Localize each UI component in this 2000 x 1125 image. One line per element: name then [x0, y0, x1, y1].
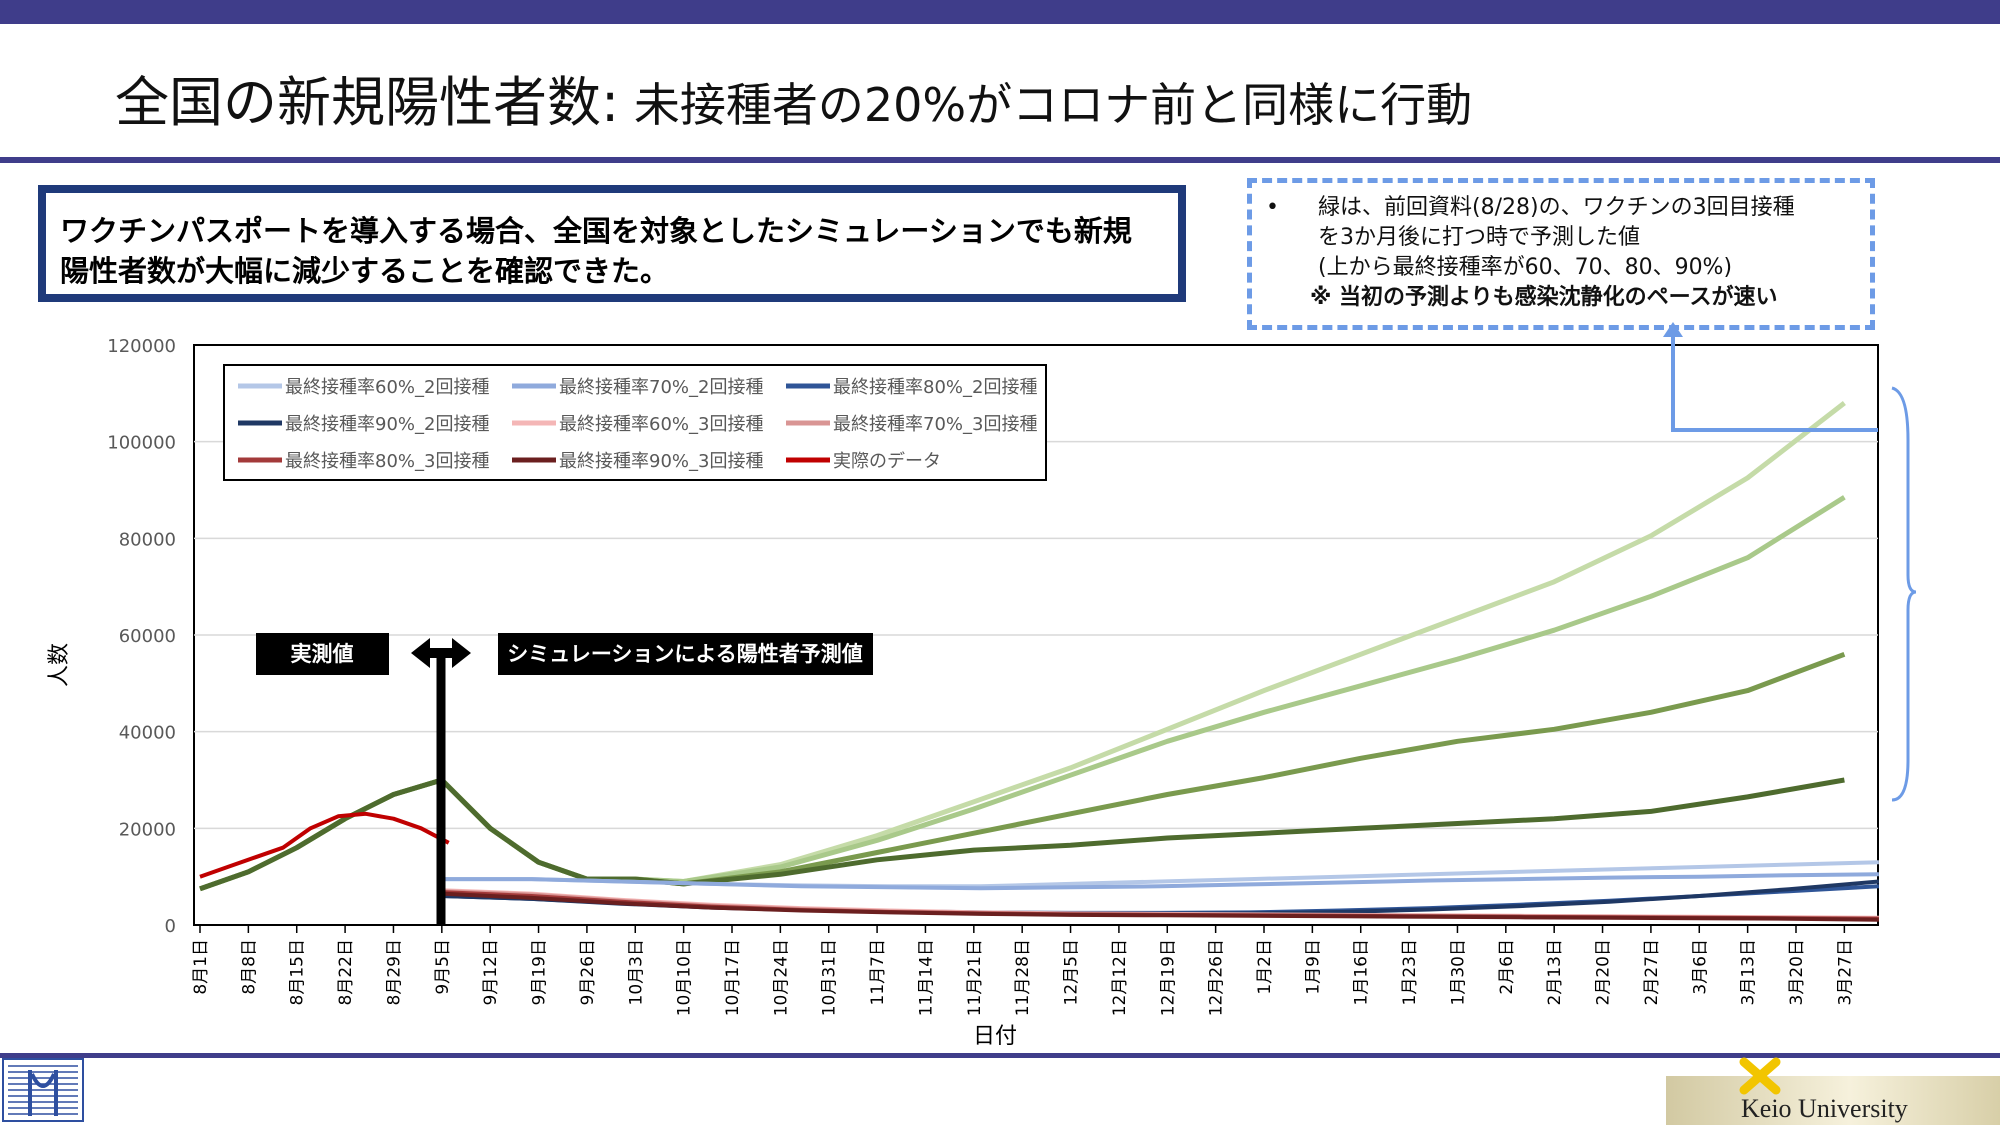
- x-tick-label: 9月5日: [433, 939, 453, 995]
- x-tick-label: 1月23日: [1400, 939, 1420, 1005]
- brace-icon: [1891, 386, 1917, 802]
- x-tick-label: 11月7日: [868, 939, 888, 1005]
- x-tick-label: 2月6日: [1497, 939, 1517, 995]
- y-tick-label: 20000: [119, 819, 176, 840]
- x-tick-label: 10月24日: [771, 939, 791, 1016]
- legend-label: 最終接種率80%_2回接種: [833, 377, 1037, 398]
- x-tick-label: 10月10日: [675, 939, 695, 1016]
- legend: 最終接種率60%_2回接種 最終接種率70%_2回接種 最終接種率80%_2回接種最…: [223, 364, 1047, 481]
- legend-label: 最終接種率70%_3回接種: [833, 414, 1037, 435]
- x-tick-label: 2月20日: [1594, 939, 1614, 1005]
- series-line: [441, 872, 1879, 891]
- note-line: (上から最終接種率が60、70、80、90%): [1318, 255, 1733, 280]
- x-tick-label: 1月2日: [1255, 939, 1275, 995]
- x-tick-label: 8月8日: [239, 939, 259, 995]
- note-emphasis: ※ 当初の予測よりも感染沈静化のペースが速い: [1310, 285, 1778, 310]
- connector-arrow: [1671, 334, 1878, 432]
- note-line: を3か月後に打つ時で予測した値: [1318, 225, 1640, 250]
- x-tick-label: 8月15日: [288, 939, 308, 1005]
- title-divider: [0, 157, 2000, 163]
- slide-title: 全国の新規陽性者数: 未接種者の20%がコロナ前と同様に行動: [115, 58, 1472, 138]
- legend-label: 最終接種率80%_3回接種: [285, 451, 489, 472]
- x-tick-label: 10月31日: [820, 939, 840, 1016]
- note-line: 緑は、前回資料(8/28)の、ワクチンの3回目接種: [1318, 195, 1795, 220]
- x-tick-label: 3月20日: [1787, 939, 1807, 1005]
- x-axis: 8月1日 8月8日 8月15日 8月22日 8月29日 9月5日 9月12日 9月19日 9月2…: [191, 925, 1855, 1016]
- series-group: [199, 401, 1880, 922]
- x-tick-label: 11月28日: [1013, 939, 1033, 1016]
- x-axis-label: 日付: [973, 1024, 1017, 1049]
- title-sub: 未接種者の20%がコロナ前と同様に行動: [619, 78, 1473, 132]
- double-arrow-icon: [411, 638, 471, 668]
- simulation-label-box: [498, 633, 873, 675]
- x-tick-label: 9月26日: [578, 939, 598, 1005]
- x-tick-label: 2月13日: [1545, 939, 1565, 1005]
- university-emblem-icon: [2, 1058, 84, 1122]
- reference-series-line: [199, 777, 1845, 892]
- y-tick-label: 40000: [119, 723, 176, 744]
- simulation-label: シミュレーションによる陽性者予測値: [507, 642, 863, 666]
- x-tick-label: 8月22日: [336, 939, 356, 1005]
- y-tick-label: 60000: [119, 626, 176, 647]
- x-tick-label: 11月14日: [916, 939, 936, 1016]
- x-tick-label: 12月19日: [1158, 939, 1178, 1016]
- summary-box: ワクチンパスポートを導入する場合、全国を対象としたシミュレーションでも新規陽性者…: [38, 185, 1186, 302]
- footer-divider: [0, 1053, 2000, 1058]
- y-tick-label: 80000: [119, 529, 176, 550]
- x-tick-label: 12月12日: [1110, 939, 1130, 1016]
- legend-label: 最終接種率90%_3回接種: [559, 451, 763, 472]
- x-tick-label: 8月29日: [384, 939, 404, 1005]
- x-tick-label: 3月27日: [1835, 939, 1855, 1005]
- pen-logo-icon: [1739, 1057, 1781, 1095]
- legend-label: 最終接種率70%_2回接種: [559, 377, 763, 398]
- summary-text: ワクチンパスポートを導入する場合、全国を対象としたシミュレーションでも新規陽性者…: [60, 214, 1132, 288]
- x-tick-label: 9月19日: [530, 939, 550, 1005]
- x-tick-label: 12月26日: [1207, 939, 1227, 1016]
- series-line: [199, 811, 450, 879]
- legend-label: 最終接種率60%_3回接種: [559, 414, 763, 435]
- note-bullet: •: [1266, 195, 1279, 220]
- series-line: [441, 891, 1879, 922]
- y-tick-label: 100000: [107, 433, 176, 454]
- observed-label-box: [256, 633, 389, 675]
- x-tick-label: 11月21日: [965, 939, 985, 1016]
- x-tick-label: 8月1日: [191, 939, 211, 995]
- arrow-head-icon: [1663, 322, 1683, 337]
- x-tick-label: 9月12日: [481, 939, 501, 1005]
- note-box: • 緑は、前回資料(8/28)の、ワクチンの3回目接種 を3か月後に打つ時で予測…: [1247, 178, 1875, 330]
- keio-university-text: Keio University: [1741, 1094, 1908, 1123]
- x-tick-label: 1月30日: [1448, 939, 1468, 1005]
- legend-label: 最終接種率90%_2回接種: [285, 414, 489, 435]
- legend-label: 実際のデータ: [833, 451, 941, 472]
- y-tick-label: 0: [165, 916, 176, 937]
- x-tick-label: 1月9日: [1303, 939, 1323, 995]
- top-accent-bar: [0, 0, 2000, 24]
- x-tick-label: 3月13日: [1739, 939, 1759, 1005]
- x-tick-label: 2月27日: [1642, 939, 1662, 1005]
- observed-label: 実測値: [291, 642, 354, 666]
- legend-label: 最終接種率60%_2回接種: [285, 377, 489, 398]
- keio-logo: Keio University: [1666, 1057, 2000, 1125]
- x-tick-label: 10月3日: [626, 939, 646, 1005]
- y-axis: 0 20000 40000 60000 80000 100000 120000: [107, 336, 176, 937]
- x-tick-label: 3月6日: [1690, 939, 1710, 995]
- x-tick-label: 12月5日: [1062, 939, 1082, 1005]
- y-axis-label: 人数: [47, 643, 72, 687]
- legend-frame: [223, 364, 1047, 481]
- y-tick-label: 120000: [107, 336, 176, 357]
- title-main: 全国の新規陽性者数:: [115, 71, 620, 134]
- x-tick-label: 10月17日: [723, 939, 743, 1016]
- x-tick-label: 1月16日: [1352, 939, 1372, 1005]
